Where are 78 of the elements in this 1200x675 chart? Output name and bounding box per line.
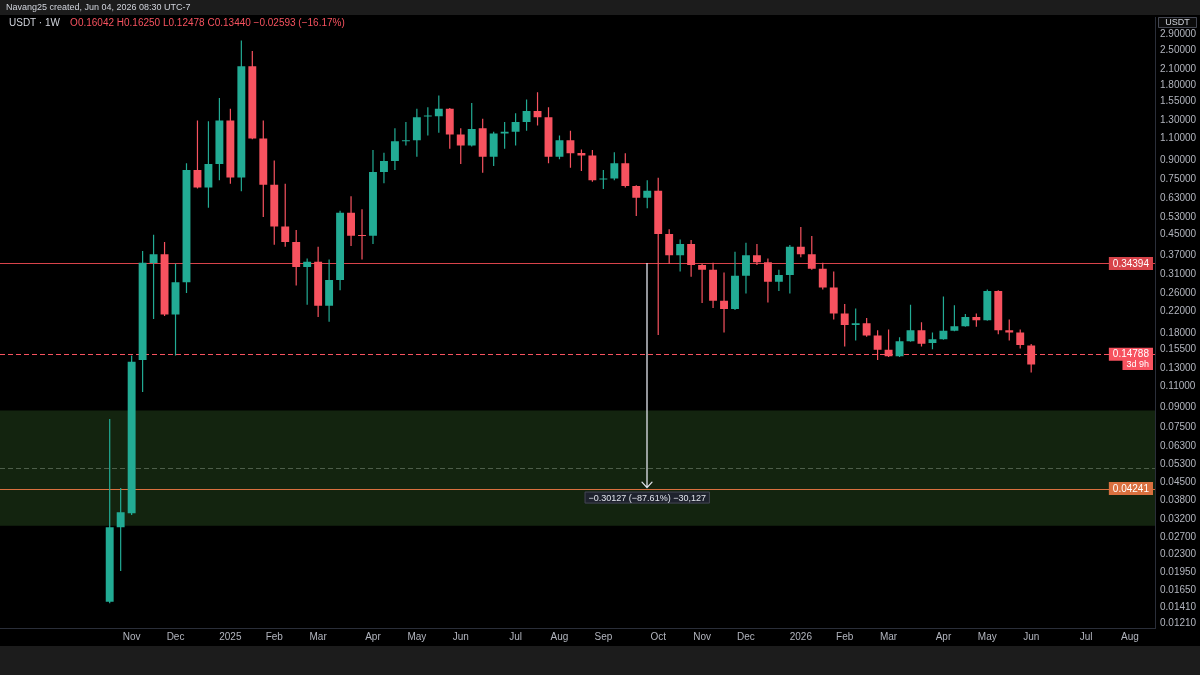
- candlestick: [632, 185, 641, 217]
- y-tick-label: 1.10000: [1160, 132, 1197, 144]
- candlestick: [698, 264, 707, 304]
- x-tick-label: 2026: [789, 630, 813, 642]
- y-tick-label: 0.26000: [1160, 287, 1197, 299]
- x-tick-label: Mar: [309, 630, 328, 642]
- x-tick-label: May: [977, 630, 997, 642]
- x-tick-label: Jul: [1079, 630, 1093, 642]
- ref-line-label: 0.14788: [1112, 348, 1150, 360]
- y-tick-label: 0.11000: [1160, 379, 1196, 391]
- y-tick-label: 0.53000: [1160, 210, 1197, 222]
- x-tick-label: Jun: [1023, 630, 1040, 642]
- y-tick-label: 0.03200: [1160, 512, 1197, 524]
- x-tick-label: Nov: [122, 630, 141, 642]
- annotation: −0.30127 (−87.61%) −30,127: [588, 492, 706, 503]
- y-tick-label: 0.01210: [1160, 617, 1197, 629]
- x-tick-label: 2025: [219, 630, 242, 642]
- y-tick-label: 0.37000: [1160, 249, 1197, 261]
- y-tick-label: 0.02700: [1160, 530, 1197, 542]
- y-tick-label: 0.03800: [1160, 494, 1197, 506]
- candlestick: [950, 305, 959, 332]
- candlestick: [742, 242, 750, 294]
- y-tick-label: 0.01410: [1160, 600, 1197, 612]
- chart-subtitle: O0.16042 H0.16250 L0.12478 C0.13440 −0.02593 (−16.17%): [70, 16, 345, 28]
- x-tick-label: Apr: [935, 630, 952, 642]
- y-tick-label: 0.22000: [1160, 305, 1197, 317]
- x-tick-label: Sep: [594, 630, 613, 642]
- y-axis-title: USDT: [1165, 17, 1191, 28]
- y-tick-label: 0.01650: [1160, 583, 1197, 595]
- y-tick-label: 0.90000: [1160, 153, 1197, 165]
- x-tick-label: May: [407, 630, 427, 642]
- x-tick-label: Mar: [879, 630, 898, 642]
- candlestick: [347, 196, 355, 247]
- y-tick-label: 1.80000: [1160, 79, 1197, 91]
- candlestick: [752, 244, 761, 265]
- y-tick-label: 2.10000: [1160, 62, 1197, 74]
- x-tick-label: Jul: [509, 630, 522, 642]
- y-tick-label: 0.31000: [1160, 268, 1197, 280]
- candlestick: [709, 262, 718, 309]
- x-tick-label: Aug: [550, 630, 569, 642]
- y-tick-label: 0.13000: [1160, 361, 1197, 373]
- y-tick-label: 0.63000: [1160, 192, 1197, 204]
- x-tick-label: Feb: [265, 630, 284, 642]
- y-tick-label: 0.09000: [1160, 401, 1197, 413]
- y-tick-label: 2.90000: [1160, 27, 1197, 39]
- annotation: 3d 9h: [1126, 359, 1149, 369]
- candlestick: [731, 251, 739, 311]
- y-tick-label: 2.50000: [1160, 43, 1197, 55]
- chart-title: USDT · 1W: [9, 16, 61, 28]
- ref-line-label: 0.34394: [1112, 257, 1150, 269]
- x-tick-label: Nov: [693, 630, 711, 642]
- text: Navang25 created, Jun 04, 2026 08:30 UTC-7: [6, 2, 191, 13]
- x-tick-label: Apr: [365, 630, 382, 642]
- y-tick-label: 0.05300: [1160, 458, 1197, 470]
- y-tick-label: 0.15500: [1160, 342, 1197, 354]
- x-tick-label: Aug: [1121, 630, 1139, 642]
- y-tick-label: 0.07500: [1160, 420, 1197, 432]
- candlestick: [763, 258, 772, 303]
- candlestick: [390, 128, 399, 171]
- candlestick: [358, 209, 366, 260]
- ref-line-label: 0.04241: [1112, 482, 1150, 494]
- candlestick: [380, 152, 388, 184]
- x-tick-label: Dec: [737, 630, 755, 642]
- y-tick-label: 0.06300: [1160, 439, 1197, 451]
- candlestick: [369, 150, 377, 245]
- y-tick-label: 0.18000: [1160, 326, 1197, 338]
- x-tick-label: Dec: [166, 630, 185, 642]
- y-tick-label: 0.02300: [1160, 548, 1197, 560]
- x-tick-label: Feb: [836, 630, 854, 642]
- candlestick: [720, 272, 728, 333]
- y-tick-label: 0.45000: [1160, 228, 1197, 240]
- y-tick-label: 1.30000: [1160, 114, 1197, 126]
- y-tick-label: 0.01950: [1160, 565, 1197, 577]
- x-tick-label: Oct: [650, 630, 667, 642]
- y-tick-label: 0.04500: [1160, 475, 1197, 487]
- x-tick-label: Jun: [452, 630, 469, 642]
- y-tick-label: 0.75000: [1160, 173, 1197, 185]
- y-tick-label: 1.55000: [1160, 95, 1197, 107]
